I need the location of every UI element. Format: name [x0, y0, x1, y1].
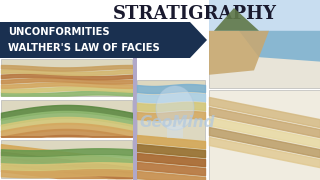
Bar	[209, 0, 320, 88]
Bar	[209, 90, 320, 180]
Text: STRATIGRAPHY: STRATIGRAPHY	[113, 5, 277, 23]
Bar	[137, 80, 205, 180]
Bar	[167, 126, 183, 138]
Text: WALTHER'S LAW OF FACIES: WALTHER'S LAW OF FACIES	[8, 43, 160, 53]
Polygon shape	[209, 31, 269, 75]
Polygon shape	[0, 22, 207, 58]
Polygon shape	[239, 31, 320, 62]
Bar	[133, 58, 137, 180]
Text: UNCONFORMITIES: UNCONFORMITIES	[8, 27, 110, 37]
Bar	[1, 100, 132, 136]
Bar	[1, 59, 132, 96]
Ellipse shape	[156, 86, 194, 130]
Polygon shape	[214, 8, 259, 31]
Bar	[1, 140, 132, 178]
Bar	[209, 0, 320, 31]
Text: GeoMind: GeoMind	[139, 114, 215, 129]
